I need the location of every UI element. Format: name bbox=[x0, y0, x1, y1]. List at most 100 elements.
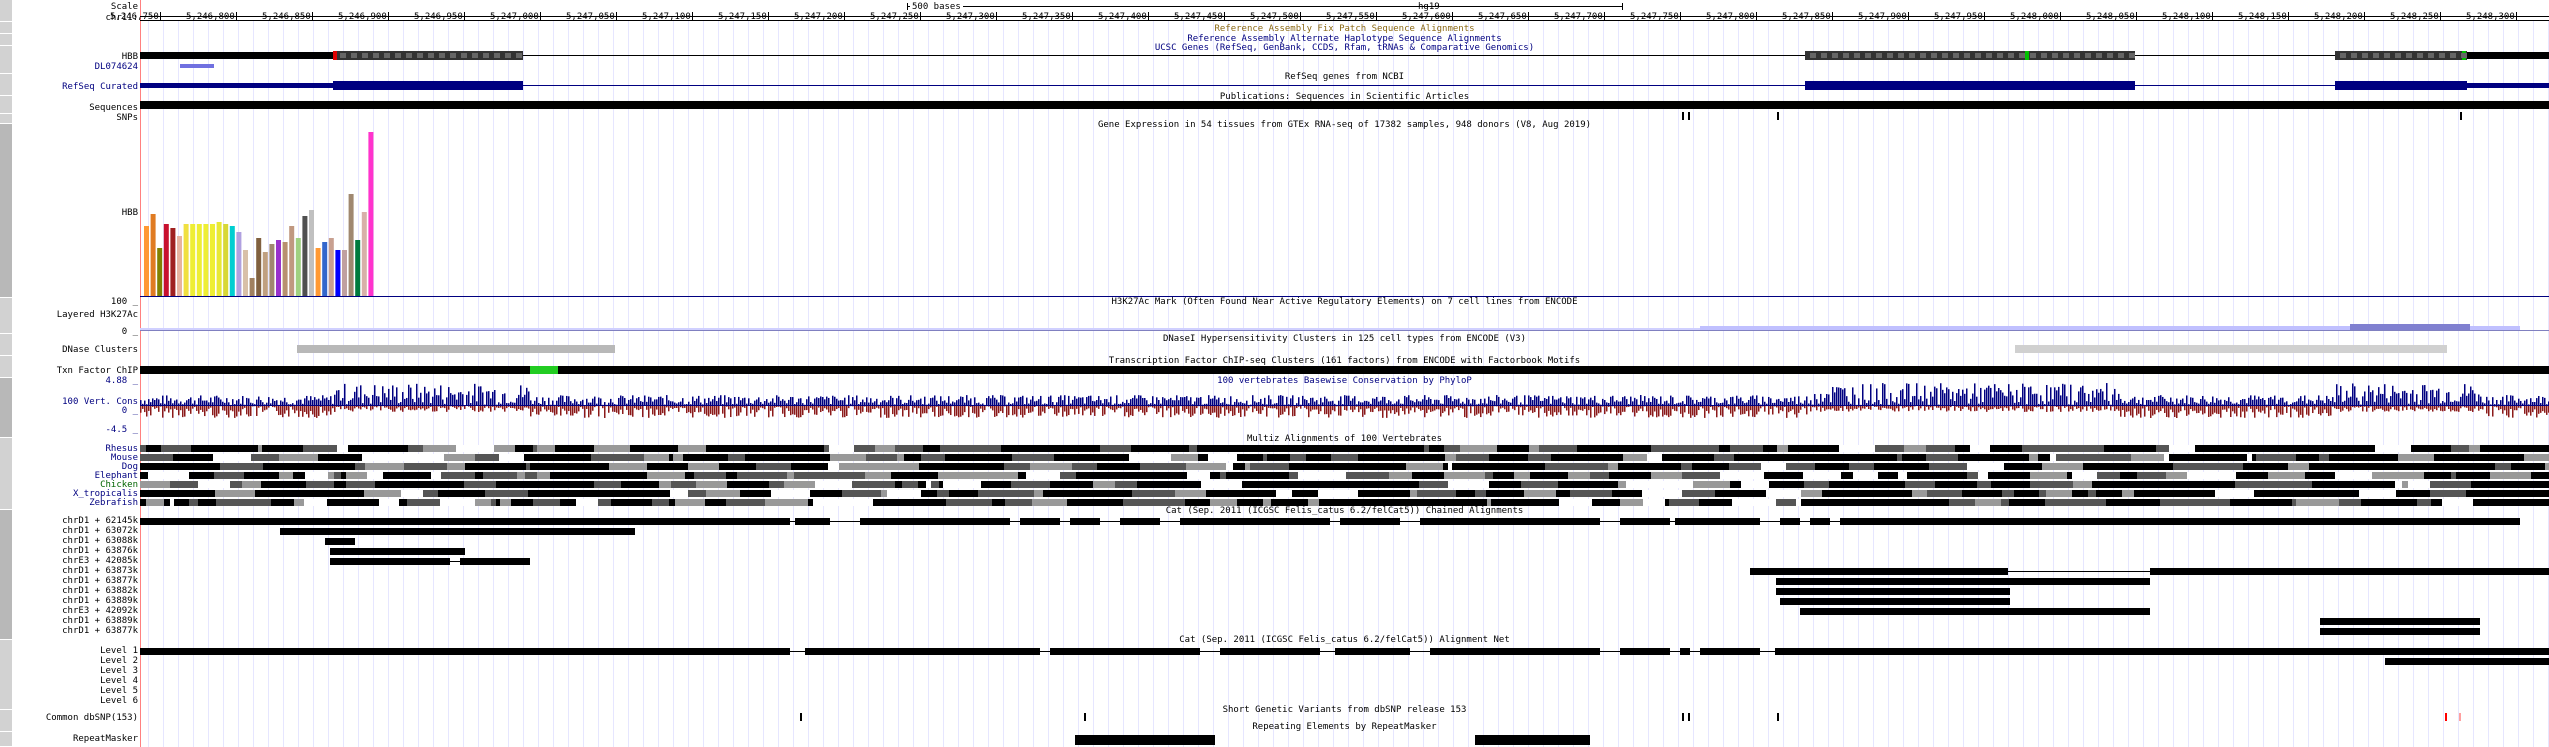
sidebar-button-ruler[interactable] bbox=[0, 0, 12, 22]
multiz-block bbox=[1991, 481, 2030, 488]
snps-label[interactable]: SNPs bbox=[116, 113, 138, 123]
cons-bar-down bbox=[194, 406, 196, 408]
cons-bar-down bbox=[1214, 406, 1216, 413]
chain-label[interactable]: chrD1 + 63882k bbox=[62, 586, 138, 596]
species-label[interactable]: X_tropicalis bbox=[72, 489, 138, 499]
chain-label[interactable]: chrD1 + 63877k bbox=[62, 626, 138, 636]
txn-factor-chip-label[interactable]: Txn Factor ChIP bbox=[56, 366, 138, 376]
cons-bar-up bbox=[1776, 399, 1778, 405]
cons-bar-down bbox=[676, 406, 678, 409]
multiz-block bbox=[1962, 490, 2002, 497]
cons-bar-down bbox=[946, 406, 948, 412]
sidebar-button-refseq[interactable] bbox=[0, 74, 12, 96]
chain-label[interactable]: chrD1 + 63072k bbox=[62, 526, 138, 536]
cons-bar-down bbox=[278, 406, 280, 416]
sidebar-button-cat-net[interactable] bbox=[0, 640, 12, 710]
cons-bar-down bbox=[2352, 406, 2354, 408]
cons-bar-up bbox=[2254, 395, 2256, 405]
hbb-gene-label[interactable]: HBB bbox=[121, 52, 138, 62]
chain-label[interactable]: chrD1 + 62145k bbox=[62, 516, 138, 526]
cons-bar-down bbox=[1778, 406, 1780, 414]
species-label[interactable]: Elephant bbox=[94, 471, 138, 481]
cons-bar-up bbox=[1818, 403, 1820, 405]
cons-bar-up bbox=[1170, 397, 1172, 405]
dl074624-label[interactable]: DL074624 bbox=[94, 62, 138, 72]
cons-bar-down bbox=[1284, 406, 1286, 412]
cons-bar-down bbox=[2222, 406, 2224, 410]
sidebar-button-multiz[interactable] bbox=[0, 438, 12, 510]
cons-bar-down bbox=[1850, 406, 1852, 409]
gtex-hbb-label[interactable]: HBB bbox=[121, 208, 138, 218]
cons-bar-down bbox=[414, 406, 416, 411]
sidebar-button-snps[interactable] bbox=[0, 114, 12, 124]
species-label[interactable]: Rhesus bbox=[105, 444, 138, 454]
cons-bar-up bbox=[874, 401, 876, 405]
cons-bar-down bbox=[876, 406, 878, 408]
cons-bar-up bbox=[2058, 386, 2060, 405]
sidebar-button-h3k27ac[interactable] bbox=[0, 298, 12, 334]
species-label[interactable]: Zebrafish bbox=[89, 498, 138, 508]
cons-bar-down bbox=[1338, 406, 1340, 416]
repeat-element bbox=[1075, 735, 1215, 745]
cons-bar-up bbox=[2382, 394, 2384, 405]
chain-label[interactable]: chrD1 + 63876k bbox=[62, 546, 138, 556]
chain-label[interactable]: chrD1 + 63873k bbox=[62, 566, 138, 576]
common-dbsnp-label[interactable]: Common dbSNP(153) bbox=[45, 713, 138, 723]
cons-bar-up bbox=[1668, 403, 1670, 405]
cons-bar-up bbox=[1442, 403, 1444, 405]
net-level-label[interactable]: Level 4 bbox=[100, 676, 138, 686]
cons-bar-up bbox=[1148, 404, 1150, 405]
species-label[interactable]: Dog bbox=[121, 462, 138, 472]
net-level-label[interactable]: Level 2 bbox=[100, 656, 138, 666]
sidebar-button-cat-chain[interactable] bbox=[0, 510, 12, 640]
track-image[interactable]: 500 bases hg19 5,246,750 5,246,800 5,246,8… bbox=[110, 0, 2549, 747]
net-level-label[interactable]: Level 3 bbox=[100, 666, 138, 676]
sidebar-button-ucsc-genes[interactable] bbox=[0, 46, 12, 74]
cons-bar-down bbox=[1130, 406, 1132, 416]
track-sidebar[interactable] bbox=[0, 0, 12, 747]
sidebar-button-publications[interactable] bbox=[0, 96, 12, 114]
layered-h3k27ac-label[interactable]: Layered H3K27Ac bbox=[56, 310, 138, 320]
cons-bar-up bbox=[2022, 383, 2024, 405]
chain-label[interactable]: chrD1 + 63088k bbox=[62, 536, 138, 546]
chain-label[interactable]: chrD1 + 63889k bbox=[62, 596, 138, 606]
sidebar-button-alt-haplo[interactable] bbox=[0, 34, 12, 46]
sidebar-button-dnase[interactable] bbox=[0, 334, 12, 356]
cons-bar-down bbox=[2090, 406, 2092, 409]
cons-bar-up bbox=[1940, 383, 1942, 405]
cons-bar-down bbox=[2034, 406, 2036, 408]
cons-bar-down bbox=[1746, 406, 1748, 412]
multiz-block bbox=[528, 490, 571, 497]
cons-bar-up bbox=[1990, 387, 1992, 405]
net-level-label[interactable]: Level 6 bbox=[100, 696, 138, 706]
cons-bar-up bbox=[1650, 401, 1652, 405]
cons-bar-up bbox=[470, 403, 472, 405]
sidebar-button-gtex[interactable] bbox=[0, 124, 12, 298]
multiz-block bbox=[2122, 490, 2134, 497]
chain-label[interactable]: chrD1 + 63877k bbox=[62, 576, 138, 586]
species-label[interactable]: Mouse bbox=[110, 453, 138, 463]
chain-label[interactable]: chrE3 + 42085k bbox=[62, 556, 138, 566]
sidebar-button-txn[interactable] bbox=[0, 356, 12, 378]
net-level-label[interactable]: Level 5 bbox=[100, 686, 138, 696]
chain-label[interactable]: chrE3 + 42092k bbox=[62, 606, 138, 616]
exon-hatch bbox=[516, 53, 522, 58]
chain-label[interactable]: chrD1 + 63889k bbox=[62, 616, 138, 626]
refseq-curated-label[interactable]: RefSeq Curated bbox=[62, 82, 138, 92]
cons-bar-down bbox=[1716, 406, 1718, 418]
cons-bar-up bbox=[2476, 401, 2478, 405]
species-label[interactable]: Chicken bbox=[100, 480, 138, 490]
cons-bar-down bbox=[2538, 406, 2540, 414]
refseq-exon bbox=[1805, 81, 2135, 90]
dnase-clusters-label[interactable]: DNase Clusters bbox=[62, 345, 138, 355]
net-level-label[interactable]: Level 1 bbox=[100, 646, 138, 656]
sidebar-button-conservation[interactable] bbox=[0, 378, 12, 438]
sidebar-button-snp153[interactable] bbox=[0, 710, 12, 732]
cons-bar-down bbox=[268, 406, 270, 408]
sidebar-button-repeatmasker[interactable] bbox=[0, 732, 12, 747]
cons-bar-down bbox=[1208, 406, 1210, 414]
cons-name-label[interactable]: 100 Vert. Cons bbox=[62, 397, 138, 407]
repeatmasker-label[interactable]: RepeatMasker bbox=[72, 734, 138, 744]
sequences-label[interactable]: Sequences bbox=[89, 103, 138, 113]
sidebar-button-fix-patch[interactable] bbox=[0, 22, 12, 34]
